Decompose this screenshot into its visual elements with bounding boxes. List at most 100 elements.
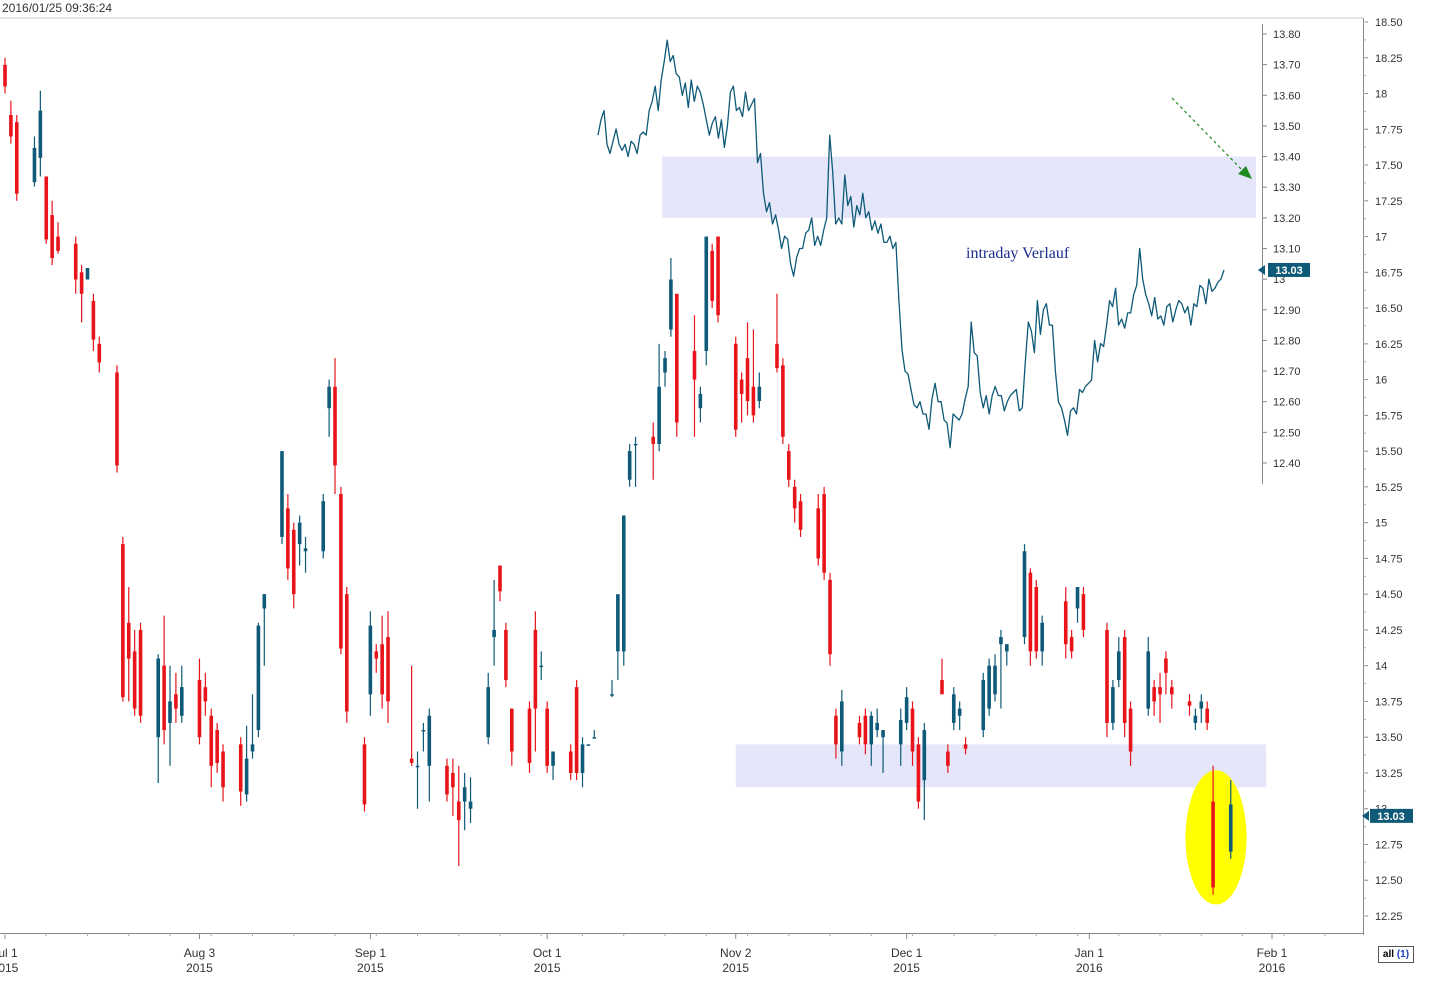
candle bbox=[256, 622, 261, 738]
price-tick-label: 14 bbox=[1375, 661, 1387, 673]
candle-body bbox=[710, 250, 714, 301]
candle bbox=[498, 565, 502, 602]
candle-body bbox=[250, 744, 255, 752]
candle bbox=[138, 622, 143, 723]
time-tick-label: Aug 3 bbox=[184, 946, 216, 960]
candle-body bbox=[698, 393, 703, 409]
candle-body bbox=[162, 665, 166, 731]
candle-body bbox=[38, 110, 43, 158]
price-tick-label: 15 bbox=[1375, 518, 1387, 530]
candle-body bbox=[468, 801, 473, 809]
price-tick-label: 15.25 bbox=[1375, 482, 1403, 494]
candle-body bbox=[1111, 687, 1115, 723]
price-tick-label: 12.50 bbox=[1375, 875, 1403, 887]
candle-body bbox=[291, 529, 296, 595]
candle-body bbox=[297, 522, 302, 545]
dashed-arrow-line bbox=[1171, 97, 1245, 173]
zone-layer bbox=[662, 156, 1267, 905]
candle bbox=[115, 365, 119, 473]
candle bbox=[1205, 701, 1209, 731]
candle bbox=[126, 587, 131, 702]
candle-body bbox=[999, 637, 1003, 645]
candle-body bbox=[492, 629, 496, 638]
candle bbox=[132, 629, 137, 716]
candle-body bbox=[339, 494, 343, 649]
candle bbox=[3, 57, 7, 94]
candle bbox=[203, 672, 208, 716]
candle bbox=[468, 777, 473, 824]
candle bbox=[250, 694, 255, 759]
price-tick-label: 12.75 bbox=[1375, 839, 1403, 851]
candle-body bbox=[1158, 687, 1162, 695]
time-tick-year: 2015 bbox=[722, 961, 749, 975]
candle-body bbox=[132, 651, 137, 709]
candle-body bbox=[510, 708, 514, 752]
candle-body bbox=[321, 501, 326, 552]
candle bbox=[580, 737, 585, 788]
candle-body bbox=[692, 350, 697, 380]
candle bbox=[1105, 622, 1109, 738]
candle bbox=[539, 651, 544, 680]
candle bbox=[462, 772, 467, 831]
candle bbox=[881, 730, 885, 773]
candle bbox=[981, 672, 986, 738]
candle bbox=[916, 737, 921, 809]
time-tick-label: Feb 1 bbox=[1257, 946, 1288, 960]
intraday-price-badge bbox=[1268, 262, 1310, 277]
timestamp: 2016/01/25 09:36:24 bbox=[2, 1, 113, 15]
candle-body bbox=[156, 658, 161, 738]
candle bbox=[757, 372, 762, 409]
candle-body bbox=[904, 697, 909, 723]
candle bbox=[633, 436, 638, 487]
candle bbox=[739, 372, 744, 423]
candle-body bbox=[545, 708, 549, 766]
candle bbox=[445, 758, 449, 802]
candle-body bbox=[733, 343, 738, 430]
time-tick-year: 2015 bbox=[357, 961, 384, 975]
price-tick-label: 12.25 bbox=[1375, 911, 1403, 923]
time-tick-year: 2015 bbox=[893, 961, 920, 975]
candle bbox=[1170, 679, 1174, 709]
price-tick-label: 15.75 bbox=[1375, 410, 1403, 422]
candle bbox=[621, 515, 626, 666]
candle-body bbox=[663, 358, 667, 373]
arrow-head-icon bbox=[1238, 166, 1252, 179]
all-mode-button[interactable]: all (1) bbox=[1378, 946, 1414, 963]
candle-body bbox=[633, 443, 638, 446]
candle-body bbox=[138, 629, 143, 716]
candle bbox=[386, 611, 390, 723]
candle bbox=[333, 358, 337, 495]
candle bbox=[174, 672, 178, 723]
candle-body bbox=[1034, 587, 1039, 652]
candle-body bbox=[91, 300, 96, 340]
candle bbox=[262, 594, 267, 666]
intraday-line bbox=[597, 39, 1225, 449]
candle bbox=[44, 176, 49, 244]
candle-body bbox=[1081, 594, 1086, 630]
candle-body bbox=[834, 715, 838, 745]
candle bbox=[303, 536, 308, 573]
candle bbox=[179, 665, 184, 723]
candle-body bbox=[1146, 651, 1151, 709]
candle-body bbox=[286, 508, 290, 569]
candle-body bbox=[79, 272, 84, 294]
candle bbox=[209, 708, 214, 788]
candle bbox=[822, 486, 826, 580]
time-tick-year: 2015 bbox=[0, 961, 19, 975]
candle-body bbox=[946, 751, 950, 766]
candle bbox=[1146, 637, 1151, 716]
candle-body bbox=[981, 679, 986, 731]
candle-body bbox=[1005, 644, 1009, 652]
candle-body bbox=[574, 687, 579, 773]
count-label: (1) bbox=[1396, 949, 1410, 960]
candle bbox=[675, 293, 679, 437]
candle-body bbox=[327, 386, 331, 409]
candle bbox=[486, 672, 491, 745]
last-price-badge bbox=[1370, 808, 1413, 823]
candle bbox=[840, 689, 844, 766]
price-tick-label: 14.50 bbox=[1375, 589, 1403, 601]
candle-body bbox=[1040, 622, 1044, 652]
candle bbox=[50, 200, 54, 266]
candle-body bbox=[987, 665, 991, 709]
